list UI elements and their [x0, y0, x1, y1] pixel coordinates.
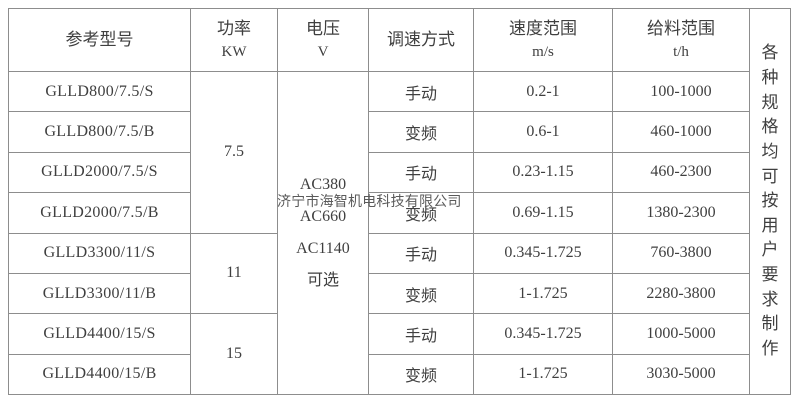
cell-feed-range: 460-2300 [612, 151, 750, 194]
cell-model: GLLD800/7.5/S [8, 71, 191, 113]
cell-speed-mode: 手动 [368, 151, 474, 194]
cell-speed-mode: 变频 [368, 353, 474, 396]
note-char: 制 [761, 314, 779, 334]
cell-speed-range: 0.345-1.725 [473, 232, 613, 274]
table-header-row: 参考型号 功率 KW 电压 V 调速方式 速度范围 m/s [8, 7, 791, 395]
table-row: GLLD3300/11/B 变频 1-1.725 2280-3800 [8, 272, 791, 315]
cell-feed-range: 1380-2300 [612, 192, 750, 234]
header-cell-model: 参考型号 [8, 7, 191, 73]
cell-speed-range: 0.23-1.15 [473, 151, 613, 194]
cell-speed-range: 1-1.725 [473, 272, 613, 315]
cell-speed-range: 0.2-1 [473, 71, 613, 113]
cell-model: GLLD800/7.5/B [8, 111, 191, 153]
cell-speed-mode: 手动 [368, 71, 474, 113]
voltage-line: AC1140 [296, 240, 350, 258]
header-title-feed-range: 给料范围 [647, 18, 715, 38]
cell-speed-mode: 变频 [368, 111, 474, 153]
cell-model: GLLD4400/15/S [8, 313, 191, 355]
cell-feed-range: 760-3800 [612, 232, 750, 274]
note-vertical-text: 各种规格均可按用户要求制作 [752, 41, 788, 361]
cell-speed-mode: 变频 [368, 272, 474, 315]
header-unit-speed-range: m/s [532, 43, 554, 60]
note-char: 要 [761, 265, 779, 285]
note-char: 户 [761, 240, 779, 260]
cell-speed-mode: 变频 [368, 192, 474, 234]
note-char: 各 [761, 43, 779, 63]
cell-model: GLLD3300/11/B [8, 272, 191, 315]
table-row: GLLD2000/7.5/B 变频 0.69-1.15 1380-2300 [8, 192, 791, 234]
cell-speed-mode: 手动 [368, 232, 474, 274]
cell-power: 15 [190, 313, 278, 395]
header-unit-feed-range: t/h [673, 43, 689, 60]
table-row: GLLD4400/15/S 15 手动 0.345-1.725 1000-5000 [8, 313, 791, 395]
table-row: GLLD2000/7.5/S 手动 0.23-1.15 460-2300 [8, 151, 791, 194]
cell-feed-range: 3030-5000 [612, 353, 750, 396]
note-char: 格 [761, 117, 779, 137]
cell-model: GLLD2000/7.5/B [8, 192, 191, 234]
note-char: 按 [761, 191, 779, 211]
header-title-speed-range: 速度范围 [509, 18, 577, 38]
cell-feed-range: 100-1000 [612, 71, 750, 113]
cell-speed-range: 0.69-1.15 [473, 192, 613, 234]
cell-speed-range: 0.345-1.725 [473, 313, 613, 355]
header-title-model: 参考型号 [65, 29, 134, 49]
cell-speed-mode: 手动 [368, 313, 474, 355]
header-cell-power: 功率 KW [190, 7, 278, 73]
header-title-power: 功率 [217, 18, 251, 38]
cell-model: GLLD2000/7.5/S [8, 151, 191, 194]
voltage-line: AC380 [299, 176, 347, 194]
note-char: 规 [761, 92, 779, 112]
note-char: 可 [761, 166, 779, 186]
note-cell-custom-spec: 各种规格均可按用户要求制作 [749, 8, 791, 395]
cell-model: GLLD3300/11/S [8, 232, 191, 274]
header-unit-voltage: V [317, 43, 329, 60]
table-row: GLLD800/7.5/S 7.5 AC380 AC660 AC1140 可选 手动 0.2-… [8, 71, 791, 395]
specification-table: 参考型号 功率 KW 电压 V 调速方式 速度范围 m/s [8, 7, 791, 396]
voltage-line: 可选 [306, 272, 339, 290]
cell-power: 11 [190, 232, 278, 315]
cell-voltage: AC380 AC660 AC1140 可选 [277, 71, 369, 395]
header-cell-speed-range: 速度范围 m/s [473, 7, 613, 73]
cell-feed-range: 460-1000 [612, 111, 750, 153]
header-cell-feed-range: 给料范围 t/h [612, 7, 750, 73]
table-row: GLLD3300/11/S 11 手动 0.345-1.725 760-3800 [8, 232, 791, 315]
cell-model: GLLD4400/15/B [8, 353, 191, 396]
cell-speed-range: 1-1.725 [473, 353, 613, 396]
header-unit-power: KW [221, 43, 247, 60]
note-char: 作 [761, 339, 779, 359]
table-row: GLLD800/7.5/B 变频 0.6-1 460-1000 [8, 111, 791, 153]
header-title-speed-mode: 调速方式 [387, 29, 455, 49]
cell-speed-range: 0.6-1 [473, 111, 613, 153]
cell-power: 7.5 [190, 71, 278, 234]
cell-feed-range: 2280-3800 [612, 272, 750, 315]
note-char: 求 [761, 289, 779, 309]
header-cell-voltage: 电压 V [277, 7, 369, 73]
header-cell-speed-mode: 调速方式 [368, 7, 474, 73]
voltage-line: AC660 [299, 208, 347, 226]
note-char: 种 [761, 67, 779, 87]
note-char: 用 [761, 215, 779, 235]
note-char: 均 [761, 141, 779, 161]
header-title-voltage: 电压 [306, 18, 340, 38]
cell-feed-range: 1000-5000 [612, 313, 750, 355]
table-row: GLLD4400/15/B 变频 1-1.725 3030-5000 [8, 353, 791, 396]
